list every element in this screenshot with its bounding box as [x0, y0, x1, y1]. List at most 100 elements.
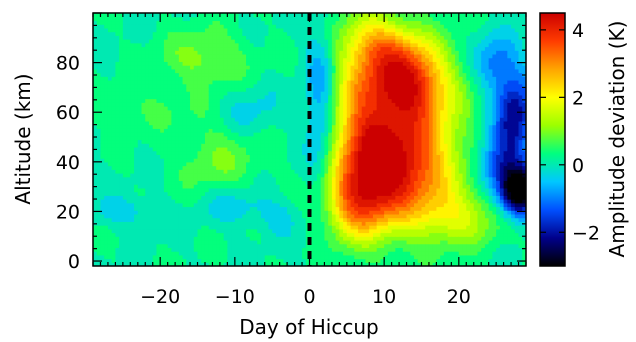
- heatmap-cell: [272, 176, 277, 182]
- heatmap-cell: [324, 39, 329, 44]
- heatmap-cell: [309, 247, 314, 252]
- heatmap-cell: [216, 87, 221, 92]
- heatmap-cell: [160, 210, 165, 215]
- heatmap-cell: [100, 117, 105, 122]
- heatmap-cell: [354, 72, 359, 77]
- heatmap-cell: [100, 39, 105, 44]
- heatmap-cell: [107, 102, 113, 107]
- heatmap-cell: [272, 76, 277, 81]
- heatmap-cell: [298, 143, 303, 148]
- heatmap-cell: [287, 91, 292, 96]
- heatmap-cell: [145, 102, 150, 107]
- heatmap-cell: [171, 243, 176, 248]
- heatmap-cell: [134, 247, 139, 252]
- heatmap-cell: [339, 184, 344, 189]
- heatmap-cell: [216, 180, 221, 185]
- heatmap-cell: [111, 146, 116, 152]
- heatmap-cell: [331, 57, 337, 62]
- heatmap-cell: [249, 128, 255, 133]
- heatmap-cell: [107, 210, 113, 215]
- heatmap-cell: [234, 191, 240, 196]
- heatmap-cell: [96, 195, 102, 200]
- heatmap-cell: [290, 20, 296, 25]
- heatmap-cell: [238, 139, 243, 144]
- heatmap-cell: [242, 16, 247, 22]
- heatmap-cell: [231, 239, 236, 245]
- heatmap-cell: [219, 31, 225, 36]
- heatmap-cell: [242, 109, 247, 115]
- heatmap-cell: [272, 106, 277, 111]
- heatmap-cell: [126, 191, 131, 196]
- heatmap-cell: [328, 120, 333, 126]
- heatmap-cell: [287, 46, 292, 51]
- heatmap-cell: [126, 72, 131, 77]
- heatmap-cell: [204, 180, 210, 185]
- heatmap-cell: [339, 243, 344, 248]
- heatmap-cell: [305, 176, 311, 182]
- heatmap-cell: [268, 184, 273, 189]
- heatmap-cell: [350, 79, 355, 85]
- heatmap-cell: [111, 20, 116, 25]
- heatmap-cell: [268, 158, 273, 163]
- heatmap-cell: [145, 184, 150, 189]
- heatmap-cell: [182, 247, 187, 252]
- heatmap-cell: [178, 225, 184, 230]
- heatmap-cell: [227, 150, 232, 155]
- heatmap-cell: [93, 120, 98, 126]
- heatmap-cell: [324, 98, 329, 103]
- heatmap-cell: [275, 202, 281, 208]
- heatmap-cell: [246, 42, 251, 48]
- heatmap-cell: [294, 172, 299, 178]
- heatmap-cell: [104, 206, 109, 211]
- heatmap-cell: [343, 94, 348, 100]
- heatmap-cell: [204, 206, 210, 211]
- heatmap-cell: [163, 146, 169, 152]
- heatmap-cell: [260, 128, 266, 133]
- heatmap-cell: [361, 109, 367, 115]
- heatmap-cell: [350, 202, 355, 208]
- heatmap-cell: [238, 79, 243, 85]
- heatmap-cell: [290, 232, 296, 237]
- heatmap-cell: [234, 251, 240, 256]
- heatmap-cell: [279, 180, 284, 185]
- heatmap-cell: [163, 13, 169, 18]
- heatmap-cell: [111, 158, 116, 163]
- heatmap-cell: [208, 239, 214, 245]
- heatmap-cell: [178, 27, 184, 33]
- heatmap-cell: [137, 221, 143, 226]
- heatmap-cell: [208, 42, 214, 48]
- heatmap-cell: [219, 154, 225, 159]
- heatmap-cell: [350, 206, 355, 211]
- heatmap-cell: [358, 254, 363, 260]
- heatmap-cell: [354, 53, 359, 59]
- heatmap-cell: [361, 206, 367, 211]
- heatmap-cell: [190, 79, 195, 85]
- heatmap-cell: [287, 184, 292, 189]
- heatmap-cell: [257, 254, 262, 260]
- heatmap-cell: [350, 165, 355, 170]
- heatmap-cell: [190, 254, 195, 260]
- heatmap-cell: [246, 72, 251, 77]
- heatmap-cell: [223, 46, 228, 51]
- heatmap-cell: [339, 42, 344, 48]
- heatmap-cell: [104, 176, 109, 182]
- heatmap-cell: [294, 239, 299, 245]
- heatmap-cell: [216, 143, 221, 148]
- heatmap-cell: [96, 150, 102, 155]
- heatmap-cell: [104, 42, 109, 48]
- heatmap-cell: [283, 46, 288, 51]
- heatmap-cell: [208, 24, 214, 29]
- heatmap-cell: [167, 46, 172, 51]
- heatmap-cell: [365, 206, 370, 211]
- heatmap-cell: [234, 172, 240, 178]
- heatmap-cell: [272, 16, 277, 22]
- heatmap-cell: [197, 24, 202, 29]
- heatmap-cell: [231, 150, 236, 155]
- heatmap-cell: [320, 258, 326, 263]
- heatmap-cell: [238, 128, 243, 133]
- heatmap-cell: [100, 176, 105, 182]
- heatmap-cell: [238, 225, 243, 230]
- heatmap-cell: [275, 109, 281, 115]
- heatmap-cell: [358, 243, 363, 248]
- heatmap-cell: [328, 258, 333, 263]
